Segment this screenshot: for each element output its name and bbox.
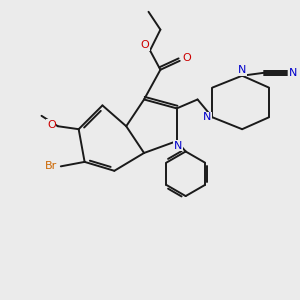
- Text: N: N: [174, 140, 182, 151]
- Text: O: O: [140, 40, 149, 50]
- Text: Br: Br: [45, 161, 57, 171]
- Text: N: N: [238, 65, 246, 75]
- Text: O: O: [47, 120, 56, 130]
- Text: O: O: [182, 53, 190, 64]
- Text: N: N: [289, 68, 297, 78]
- Text: N: N: [203, 112, 211, 122]
